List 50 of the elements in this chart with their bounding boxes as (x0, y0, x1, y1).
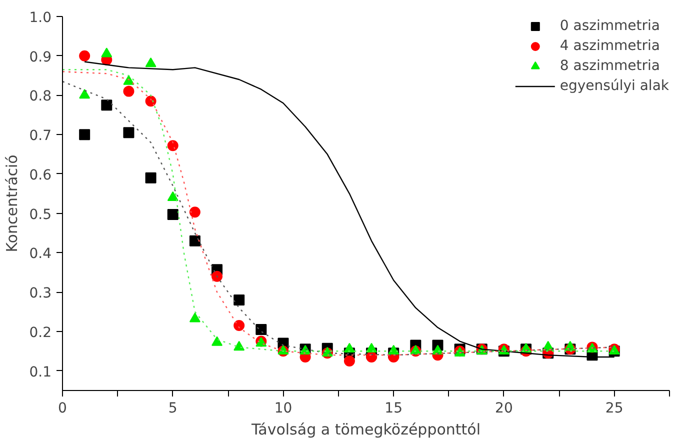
point (79, 88, 90, 99)
point (79, 50, 90, 62)
y-tick-label: 0.3 (29, 286, 52, 302)
point (366, 342, 378, 353)
y-tick-label: 1.0 (29, 10, 52, 26)
point (167, 209, 178, 220)
y-tick-label: 0.4 (29, 246, 52, 262)
y-tick-label: 0.2 (29, 324, 52, 341)
point (145, 96, 156, 107)
legend-label: egyensúlyi alak (560, 78, 669, 94)
x-axis-title: Távolság a tömegközépponttól (250, 420, 481, 438)
x-tick-label: 5 (168, 400, 178, 416)
y-tick-label: 0.7 (29, 128, 52, 144)
point (256, 324, 267, 335)
x-tick-label: 10 (274, 400, 292, 416)
y-tick-label: 0.1 (29, 364, 52, 380)
point (101, 48, 112, 58)
y-tick-label: 0.6 (29, 167, 52, 184)
point (123, 127, 134, 138)
point (234, 340, 245, 351)
point (388, 344, 400, 355)
point (123, 75, 134, 85)
point (167, 191, 178, 201)
point (344, 355, 355, 366)
point (189, 206, 200, 218)
point (123, 86, 134, 97)
point (344, 342, 355, 353)
point (234, 294, 245, 306)
point (145, 172, 156, 184)
point (189, 235, 200, 246)
point (167, 140, 178, 152)
x-tick-label: 0 (58, 400, 67, 416)
y-tick-label: 0.5 (29, 206, 52, 223)
point (79, 129, 90, 140)
point (189, 312, 200, 322)
point (234, 320, 245, 332)
point (366, 352, 378, 363)
x-tick-label: 20 (495, 400, 513, 416)
legend-label: 8 aszimmetria (560, 58, 660, 74)
y-tick-label: 0.8 (29, 88, 52, 105)
y-axis-title: Koncentráció (3, 154, 22, 252)
point (212, 270, 223, 282)
legend-label: 0 aszimmetria (560, 18, 660, 34)
point (212, 336, 223, 346)
y-tick-label: 0.9 (29, 49, 52, 66)
point (145, 57, 156, 68)
point (101, 100, 112, 111)
x-tick-label: 15 (384, 400, 403, 416)
legend-label: 4 aszimmetria (560, 38, 660, 54)
x-tick-label: 25 (605, 400, 624, 416)
